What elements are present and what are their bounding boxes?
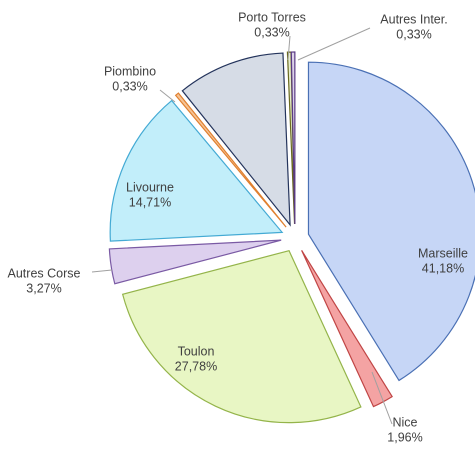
slice-label: Autres Inter. 0,33% [380,13,447,42]
slice-name: Marseille [418,247,468,261]
slice-label: Porto Torres 0,33% [238,11,306,40]
pie-slice [181,52,291,227]
slice-label: Toulon 27,78% [175,345,217,374]
leader-line [287,35,291,61]
slice-label: Nice 1,96% [387,416,422,445]
slice-label: Livourne 14,71% [126,181,174,210]
slice-label: Marseille 41,18% [418,247,468,276]
leader-line [371,371,393,425]
slice-name: Autres Corse [8,267,81,281]
slice-name: Livourne [126,181,174,195]
slice-name: Toulon [178,345,215,359]
slice-value: 1,96% [387,431,422,445]
slice-label: Autres Corse 3,27% [8,267,81,296]
slice-value: 0,33% [396,28,431,42]
slice-value: 41,18% [422,262,464,276]
pie-slice [307,61,475,382]
slice-label: Piombino 0,33% [104,65,156,94]
slice-value: 0,33% [254,26,289,40]
pie-slice [290,51,296,225]
slice-value: 0,33% [112,80,147,94]
slice-value: 14,71% [129,196,171,210]
leader-line [159,89,176,103]
slice-value: 3,27% [26,282,61,296]
pie-slice [108,239,282,285]
pie-slice [109,99,284,242]
slice-name: Nice [392,416,417,430]
leader-line [91,269,113,273]
pie-slice [121,249,362,424]
slice-name: Porto Torres [238,11,306,25]
slice-value: 27,78% [175,360,217,374]
slice-name: Autres Inter. [380,13,447,27]
leader-line [297,27,371,61]
pie-slice [174,92,287,228]
slice-name: Piombino [104,65,156,79]
